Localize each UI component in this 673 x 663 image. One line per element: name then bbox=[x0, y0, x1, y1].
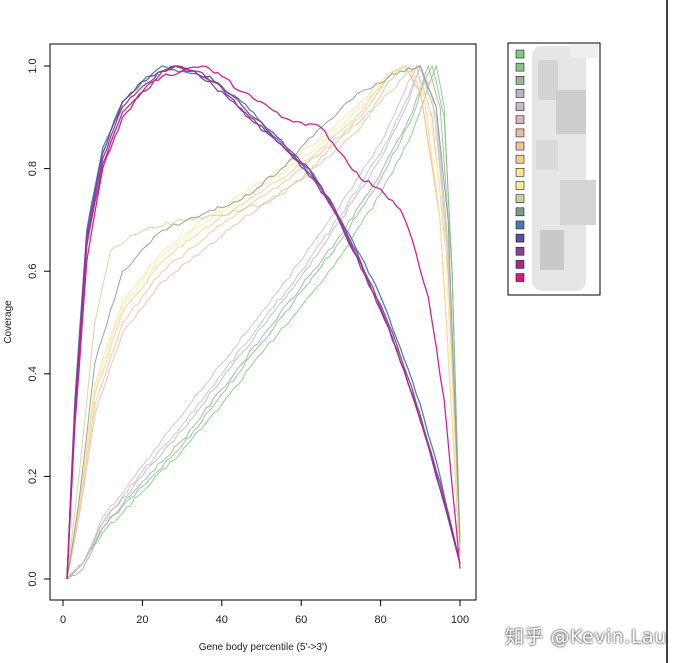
legend bbox=[507, 42, 601, 296]
legend-swatch bbox=[515, 76, 525, 85]
x-tick-label: 80 bbox=[374, 614, 386, 626]
x-axis-label: Gene body percentile (5'->3') bbox=[199, 642, 328, 653]
x-axis: 0 20 40 60 80 100 bbox=[60, 599, 469, 626]
legend-labels-blurred bbox=[532, 44, 598, 291]
legend-swatch bbox=[515, 233, 525, 243]
series-line bbox=[66, 65, 461, 580]
legend-blur-block bbox=[556, 90, 586, 134]
series-line bbox=[66, 64, 461, 580]
y-tick-label: 0.4 bbox=[27, 366, 39, 381]
legend-swatches bbox=[515, 49, 525, 282]
legend-swatch bbox=[515, 260, 525, 269]
legend-swatch bbox=[515, 273, 525, 282]
watermark: 知乎 @Kevin.Lau bbox=[505, 626, 667, 648]
legend-swatch bbox=[515, 168, 525, 177]
legend-swatch bbox=[515, 154, 525, 164]
x-tick-label: 40 bbox=[216, 614, 228, 626]
y-axis: 0.0 0.2 0.4 0.6 0.8 1.0 bbox=[27, 58, 51, 587]
legend-blur-block bbox=[560, 180, 596, 225]
legend-swatch bbox=[515, 194, 525, 203]
y-tick-label: 1.0 bbox=[27, 58, 39, 73]
y-tick-label: 0.0 bbox=[27, 571, 39, 586]
series-line bbox=[66, 65, 461, 580]
y-tick-label: 0.8 bbox=[27, 161, 39, 176]
series-layer bbox=[66, 64, 461, 580]
series-line bbox=[66, 65, 461, 580]
legend-blur-block bbox=[570, 44, 598, 58]
series-line bbox=[66, 65, 461, 580]
x-tick-label: 60 bbox=[295, 614, 307, 626]
series-line bbox=[66, 64, 461, 580]
legend-swatch bbox=[515, 220, 525, 230]
x-tick-label: 100 bbox=[451, 614, 469, 626]
series-line bbox=[66, 64, 461, 580]
legend-swatch bbox=[515, 89, 525, 98]
series-line bbox=[66, 65, 461, 580]
legend-blur-block bbox=[536, 140, 558, 170]
legend-swatch bbox=[515, 115, 525, 125]
legend-blur-block bbox=[540, 230, 564, 270]
x-tick-label: 0 bbox=[60, 614, 66, 626]
legend-swatch bbox=[515, 246, 525, 256]
legend-swatch bbox=[515, 141, 525, 151]
legend-swatch bbox=[515, 49, 525, 59]
series-line bbox=[66, 65, 461, 580]
series-line bbox=[66, 64, 461, 580]
legend-swatch bbox=[515, 62, 525, 72]
x-tick-label: 20 bbox=[136, 614, 148, 626]
series-line bbox=[66, 64, 461, 580]
series-line bbox=[66, 65, 461, 580]
y-tick-label: 0.6 bbox=[27, 264, 39, 279]
legend-swatch bbox=[515, 207, 525, 217]
legend-swatch bbox=[515, 102, 525, 111]
y-axis-label: Coverage bbox=[3, 300, 14, 344]
series-line bbox=[66, 64, 461, 580]
legend-swatch bbox=[515, 128, 525, 138]
y-tick-label: 0.2 bbox=[27, 469, 39, 484]
legend-blur-block bbox=[538, 60, 558, 100]
legend-swatch bbox=[515, 181, 525, 190]
